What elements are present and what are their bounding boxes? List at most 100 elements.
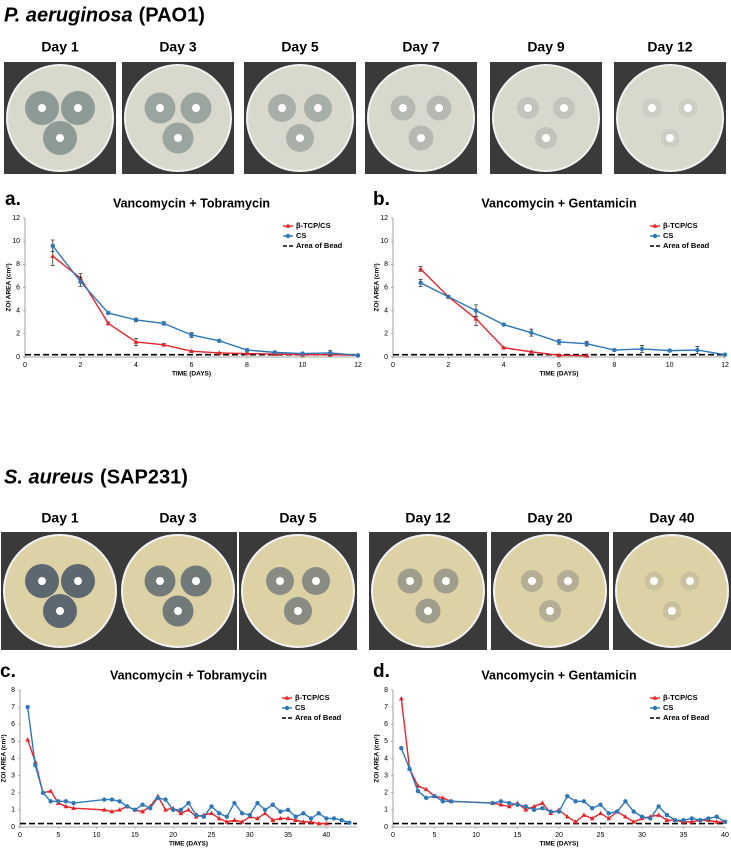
marker <box>424 795 429 801</box>
bead <box>524 104 532 112</box>
marker <box>148 805 153 811</box>
marker <box>714 819 720 824</box>
marker <box>63 799 69 804</box>
y-tick-label: 10 <box>12 238 20 245</box>
marker <box>224 819 230 824</box>
marker <box>278 815 283 821</box>
x-axis-label: TIME (DAYS) <box>539 371 578 378</box>
bead <box>312 577 320 585</box>
marker <box>270 802 275 807</box>
marker <box>399 746 404 751</box>
legend-marker <box>652 695 658 700</box>
marker <box>612 347 617 353</box>
marker <box>446 294 451 299</box>
marker <box>556 352 562 358</box>
marker <box>216 350 222 355</box>
marker <box>540 800 545 805</box>
legend-label: CS <box>295 703 305 712</box>
marker <box>201 814 207 819</box>
x-tick-label: 35 <box>680 832 688 839</box>
x-tick-label: 6 <box>190 362 194 369</box>
marker <box>648 816 653 821</box>
panel-label: d. <box>373 661 390 682</box>
legend-marker <box>285 223 291 228</box>
marker <box>255 815 260 821</box>
marker <box>247 812 252 818</box>
bead <box>296 134 304 142</box>
y-tick-label: 10 <box>380 238 388 245</box>
legend-marker <box>652 233 658 239</box>
legend-marker <box>652 223 658 228</box>
marker <box>418 266 424 271</box>
petri-dish <box>371 534 485 648</box>
marker <box>656 804 661 809</box>
legend-label: β-TCP/CS <box>663 693 698 702</box>
y-tick-label: 4 <box>11 755 15 762</box>
y-tick-label: 6 <box>384 284 388 291</box>
marker <box>529 330 534 335</box>
panel-label: a. <box>5 189 21 210</box>
bead <box>174 607 182 615</box>
marker <box>189 348 194 354</box>
x-tick-label: 2 <box>79 362 83 369</box>
marker <box>564 814 570 819</box>
bead <box>435 104 443 112</box>
chart-title: Vancomycin + Tobramycin <box>113 196 270 210</box>
marker <box>490 800 495 806</box>
y-tick-label: 6 <box>16 284 20 291</box>
legend-label: Area of Bead <box>663 241 710 250</box>
legend-marker <box>284 705 290 711</box>
marker <box>209 810 214 816</box>
x-tick-label: 10 <box>472 832 480 839</box>
photo-label: Day 7 <box>402 39 440 55</box>
y-axis-label: ZOI AREA (cm²) <box>374 734 381 782</box>
x-tick-label: 4 <box>502 362 506 369</box>
marker <box>673 817 678 823</box>
series-line <box>52 245 359 356</box>
petri-dish <box>616 64 724 172</box>
bead <box>38 104 46 112</box>
y-tick-label: 8 <box>11 687 15 694</box>
marker <box>473 308 479 313</box>
marker <box>270 817 276 822</box>
y-tick-label: 5 <box>11 738 15 745</box>
petri-dish <box>3 534 117 648</box>
photo-label: Day 40 <box>649 510 694 526</box>
bead <box>424 607 432 615</box>
y-tick-label: 2 <box>11 790 15 797</box>
marker <box>331 816 337 821</box>
y-axis-label: ZOI AREA (cm²) <box>6 263 13 311</box>
marker <box>589 815 595 821</box>
section-title: S. aureus <box>4 466 94 488</box>
marker <box>722 819 728 825</box>
y-tick-label: 0 <box>384 354 388 361</box>
marker <box>498 802 504 807</box>
y-tick-label: 0 <box>384 824 388 831</box>
photo-label: Day 1 <box>41 39 79 55</box>
y-tick-label: 3 <box>11 772 15 779</box>
bead <box>74 104 82 112</box>
marker <box>355 353 361 358</box>
section-strain: (PAO1) <box>139 4 205 26</box>
marker <box>33 763 38 768</box>
bead <box>56 607 64 615</box>
photo-label: Day 20 <box>527 510 572 526</box>
marker <box>106 310 111 316</box>
x-tick-label: 0 <box>391 362 395 369</box>
photo-label: Day 9 <box>527 39 565 55</box>
marker <box>584 353 590 358</box>
marker <box>528 349 534 354</box>
marker <box>262 810 268 816</box>
legend-marker <box>284 695 290 700</box>
marker <box>163 807 168 812</box>
marker <box>255 800 260 806</box>
marker <box>189 332 194 338</box>
bead <box>399 104 407 112</box>
marker <box>300 351 305 356</box>
marker <box>71 800 76 806</box>
marker <box>631 819 637 824</box>
x-tick-label: 40 <box>322 832 330 839</box>
marker <box>48 788 54 793</box>
bead <box>442 577 450 585</box>
x-tick-label: 25 <box>208 832 216 839</box>
